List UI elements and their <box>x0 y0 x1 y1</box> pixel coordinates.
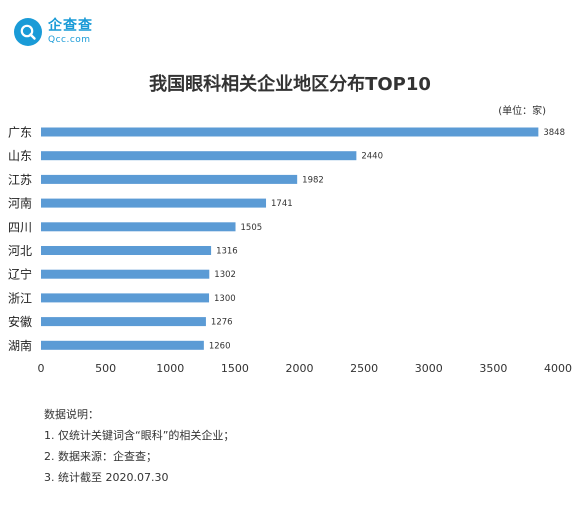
category-label: 河南 <box>8 196 32 211</box>
category-label: 湖南 <box>8 338 32 353</box>
value-label: 1982 <box>302 175 324 185</box>
bar <box>41 246 212 255</box>
x-tick-label: 3000 <box>415 362 443 375</box>
value-label: 1276 <box>211 318 233 328</box>
chart-title: 我国眼科相关企业地区分布TOP10 <box>149 74 431 95</box>
data-notes: 数据说明： 1. 仅统计关键词含“眼科”的相关企业； 2. 数据来源：企查查； … <box>44 404 234 488</box>
category-label: 安徽 <box>8 314 32 329</box>
x-tick-label: 4000 <box>544 362 572 375</box>
value-label: 1741 <box>271 199 293 209</box>
bar <box>41 269 210 279</box>
x-tick-label: 1500 <box>221 362 249 375</box>
value-label: 2440 <box>361 152 383 162</box>
bar <box>41 222 236 232</box>
x-tick-label: 1000 <box>156 362 184 375</box>
bar <box>41 198 267 208</box>
brand-name: 企查查 <box>48 18 93 34</box>
bar <box>41 127 539 137</box>
note-item-2: 2. 数据来源：企查查； <box>44 450 157 463</box>
bar <box>41 317 206 327</box>
brand-logo: 企查查 Qcc.com <box>14 18 93 46</box>
brand-domain: Qcc.com <box>48 35 91 45</box>
bar <box>41 151 357 161</box>
bar <box>41 340 204 350</box>
unit-note: (单位：家) <box>498 106 546 117</box>
bar <box>41 174 298 184</box>
x-tick-label: 0 <box>38 362 45 375</box>
value-label: 1260 <box>209 341 231 351</box>
x-tick-label: 3500 <box>479 362 507 375</box>
bar-chart: 广东 3848 山东 2440 江苏 1982 河南 1741 四川 1505 河北 1316 辽宁 13… <box>8 126 572 376</box>
note-item-3: 3. 统计截至 2020.07.30 <box>44 471 169 484</box>
value-label: 3848 <box>543 128 565 138</box>
value-label: 1316 <box>216 247 238 257</box>
category-label: 浙江 <box>8 291 32 305</box>
category-label: 河北 <box>8 244 32 258</box>
qcc-logo-icon <box>14 18 42 46</box>
category-label: 四川 <box>8 220 32 234</box>
x-tick-label: 2000 <box>286 362 314 375</box>
notes-heading: 数据说明： <box>44 408 99 421</box>
note-item-1: 1. 仅统计关键词含“眼科”的相关企业； <box>44 429 235 442</box>
category-label: 辽宁 <box>8 267 32 282</box>
category-label: 山东 <box>8 149 32 163</box>
value-label: 1302 <box>214 270 236 280</box>
category-label: 广东 <box>8 126 32 140</box>
value-label: 1505 <box>241 223 263 233</box>
bar <box>41 293 210 303</box>
category-label: 江苏 <box>8 173 32 187</box>
x-tick-label: 500 <box>95 362 116 375</box>
value-label: 1300 <box>214 294 236 304</box>
x-tick-label: 2500 <box>350 362 378 375</box>
